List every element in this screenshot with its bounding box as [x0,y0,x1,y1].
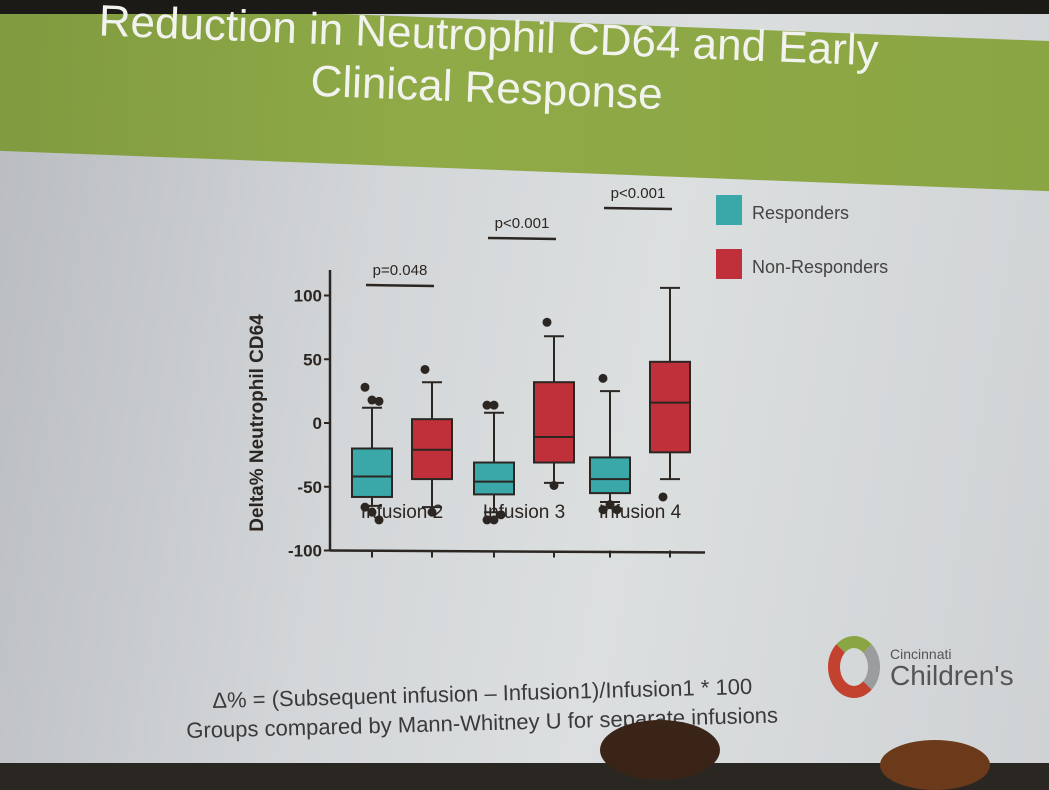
y-axis-label: Delta% Neutrophil CD64 [247,314,268,532]
legend-label: Responders [752,203,849,223]
significance-bar [603,206,673,211]
legend-swatch [716,249,742,279]
outlier-point [374,515,384,525]
outlier-point [598,505,608,515]
outlier-point [489,400,499,410]
outlier-point [420,364,430,374]
audience-head [880,740,990,790]
box-non-responders [649,360,691,454]
outlier-point [496,510,506,520]
box-responders [351,447,393,498]
outlier-point [374,396,384,406]
outlier-point [612,505,622,515]
outlier-point [360,502,370,512]
y-tick-label: -100 [288,542,322,561]
outlier-point [598,373,608,383]
outlier-point [658,492,668,502]
outlier-point [542,317,552,327]
outlier-point [367,507,377,517]
p-value-label: p=0.048 [373,262,428,279]
logo-text-small: Cincinnati [890,646,952,662]
outlier-point [489,515,499,525]
outlier-point [360,382,370,392]
y-tick-label: 50 [303,350,322,369]
outlier-point [482,515,492,525]
logo-mark-icon [828,636,880,698]
box-responders [473,461,515,496]
y-tick-label: -50 [297,478,322,497]
y-tick-label: 0 [313,414,322,433]
p-value-label: p<0.001 [495,215,550,232]
outlier-point [605,500,615,510]
x-axis [329,549,706,554]
y-tick-label: 100 [294,287,322,306]
logo-text-big: Children's [890,660,1014,691]
box-responders [589,456,631,495]
cincinnati-childrens-logo: Cincinnati Children's [828,632,1028,712]
significance-bar [365,283,435,288]
outlier-point [549,480,559,490]
screen-edge [0,0,1049,14]
p-value-label: p<0.001 [611,185,666,202]
outlier-point [482,400,492,410]
audience-head [600,720,720,780]
legend-label: Non-Responders [752,257,888,277]
outlier-point [367,395,377,405]
significance-bar [487,236,557,241]
legend-swatch [716,195,742,225]
outlier-point [427,507,437,517]
box-non-responders [533,381,575,464]
